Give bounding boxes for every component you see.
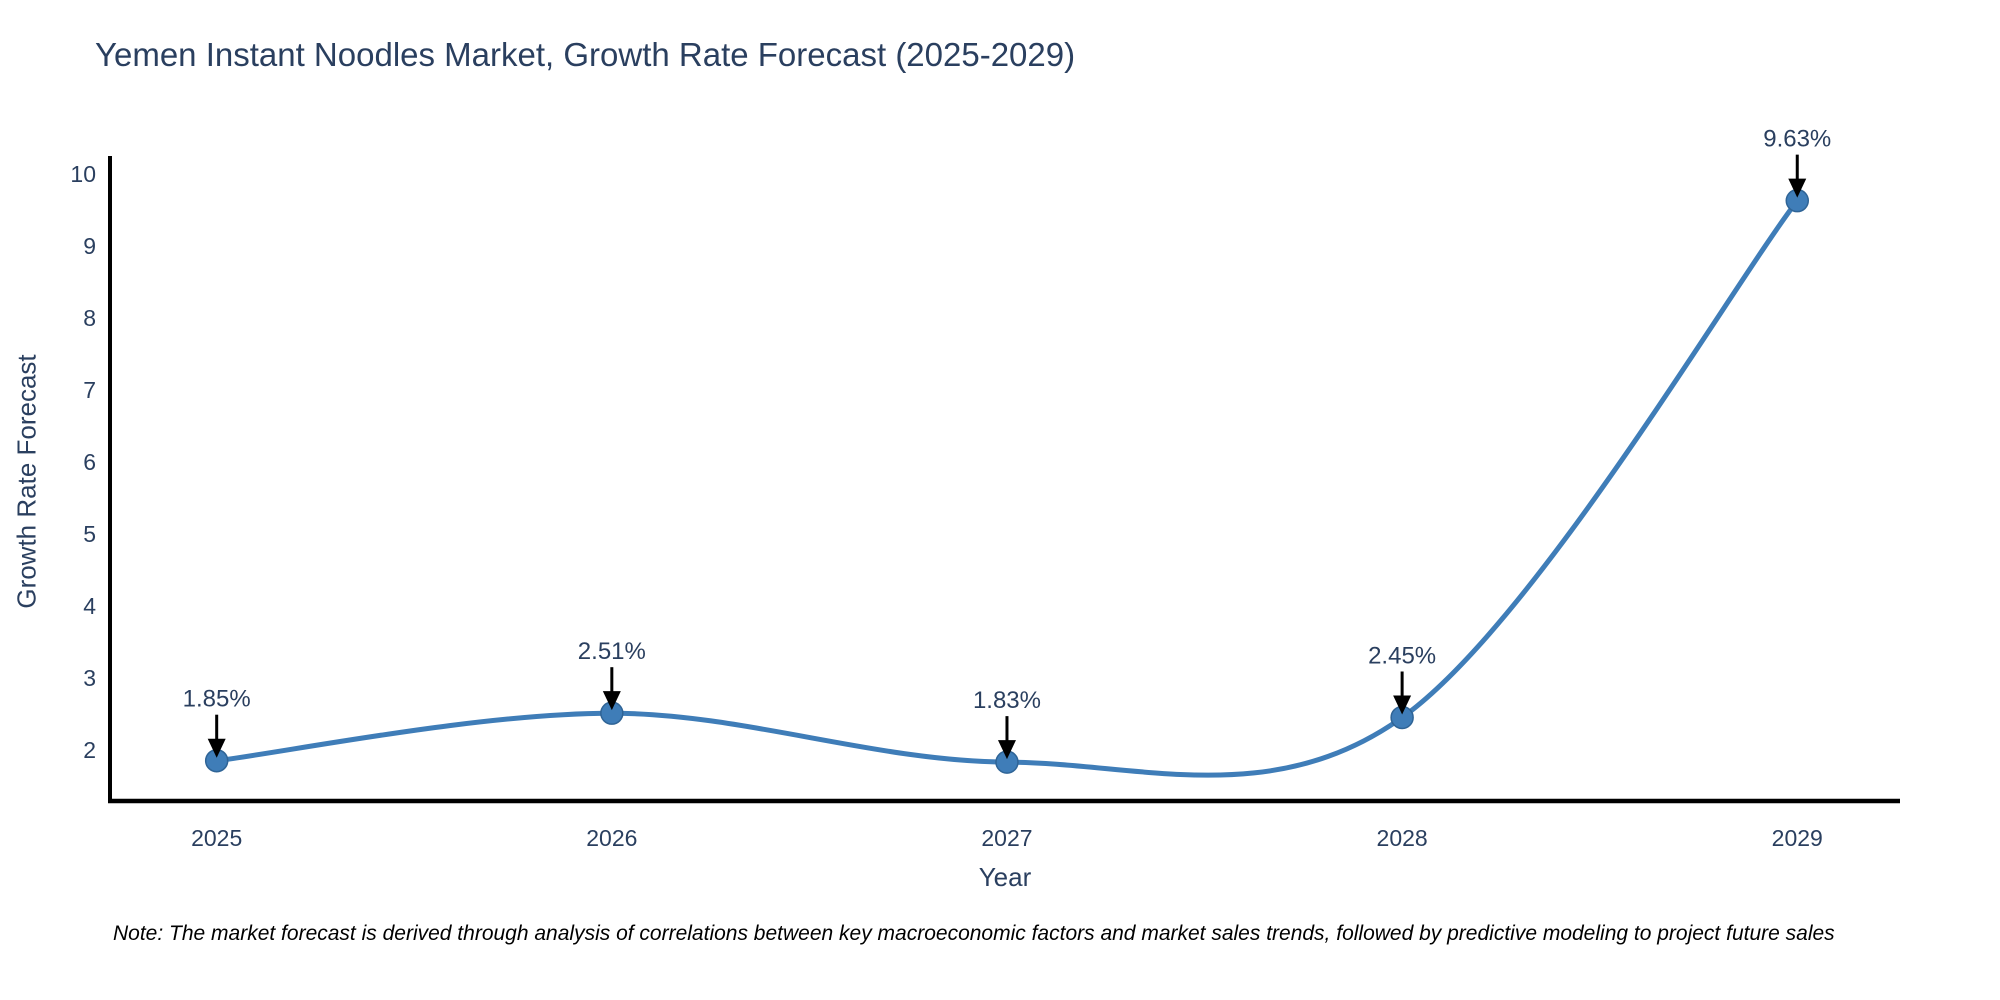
y-tick-label: 8: [83, 305, 96, 331]
y-tick-label: 7: [83, 377, 96, 403]
x-tick-label: 2027: [981, 825, 1032, 851]
chart-title: Yemen Instant Noodles Market, Growth Rat…: [95, 36, 1076, 73]
x-tick-label: 2025: [191, 825, 242, 851]
x-axis-title: Year: [978, 862, 1032, 892]
growth-rate-spline: [214, 198, 1800, 778]
annotation-label: 1.83%: [973, 687, 1041, 714]
x-tick-label: 2029: [1772, 825, 1823, 851]
x-tick-label: 2028: [1377, 825, 1428, 851]
y-tick-label: 5: [83, 521, 96, 547]
annotation-arrowhead: [997, 740, 1016, 760]
y-tick-label: 6: [83, 449, 96, 475]
line-series: [204, 188, 1810, 778]
axes-layer: 2 3 4 5 6 7 8 9 10 2025 2026 2027 2028 2029: [70, 156, 1900, 851]
annotation-arrowhead: [602, 691, 621, 711]
y-tick-label: 9: [83, 233, 96, 259]
y-tick-label: 2: [83, 737, 96, 763]
x-tick-label: 2026: [586, 825, 637, 851]
annotation-label: 1.85%: [183, 686, 251, 713]
y-tick-label: 4: [83, 593, 96, 619]
annotation-arrowhead: [207, 738, 226, 758]
annotation-layer: 1.85% 2.51% 1.83% 2.45% 9.63%: [183, 126, 1831, 760]
annotation-arrowhead: [1393, 695, 1412, 715]
y-tick-label: 10: [70, 161, 96, 187]
y-tick-label: 3: [83, 665, 96, 691]
annotation-label: 2.51%: [578, 638, 646, 665]
footnote: Note: The market forecast is derived thr…: [113, 922, 1835, 945]
annotation-arrowhead: [1788, 178, 1807, 198]
annotation-label: 9.63%: [1763, 126, 1831, 153]
annotation-label: 2.45%: [1368, 642, 1436, 669]
